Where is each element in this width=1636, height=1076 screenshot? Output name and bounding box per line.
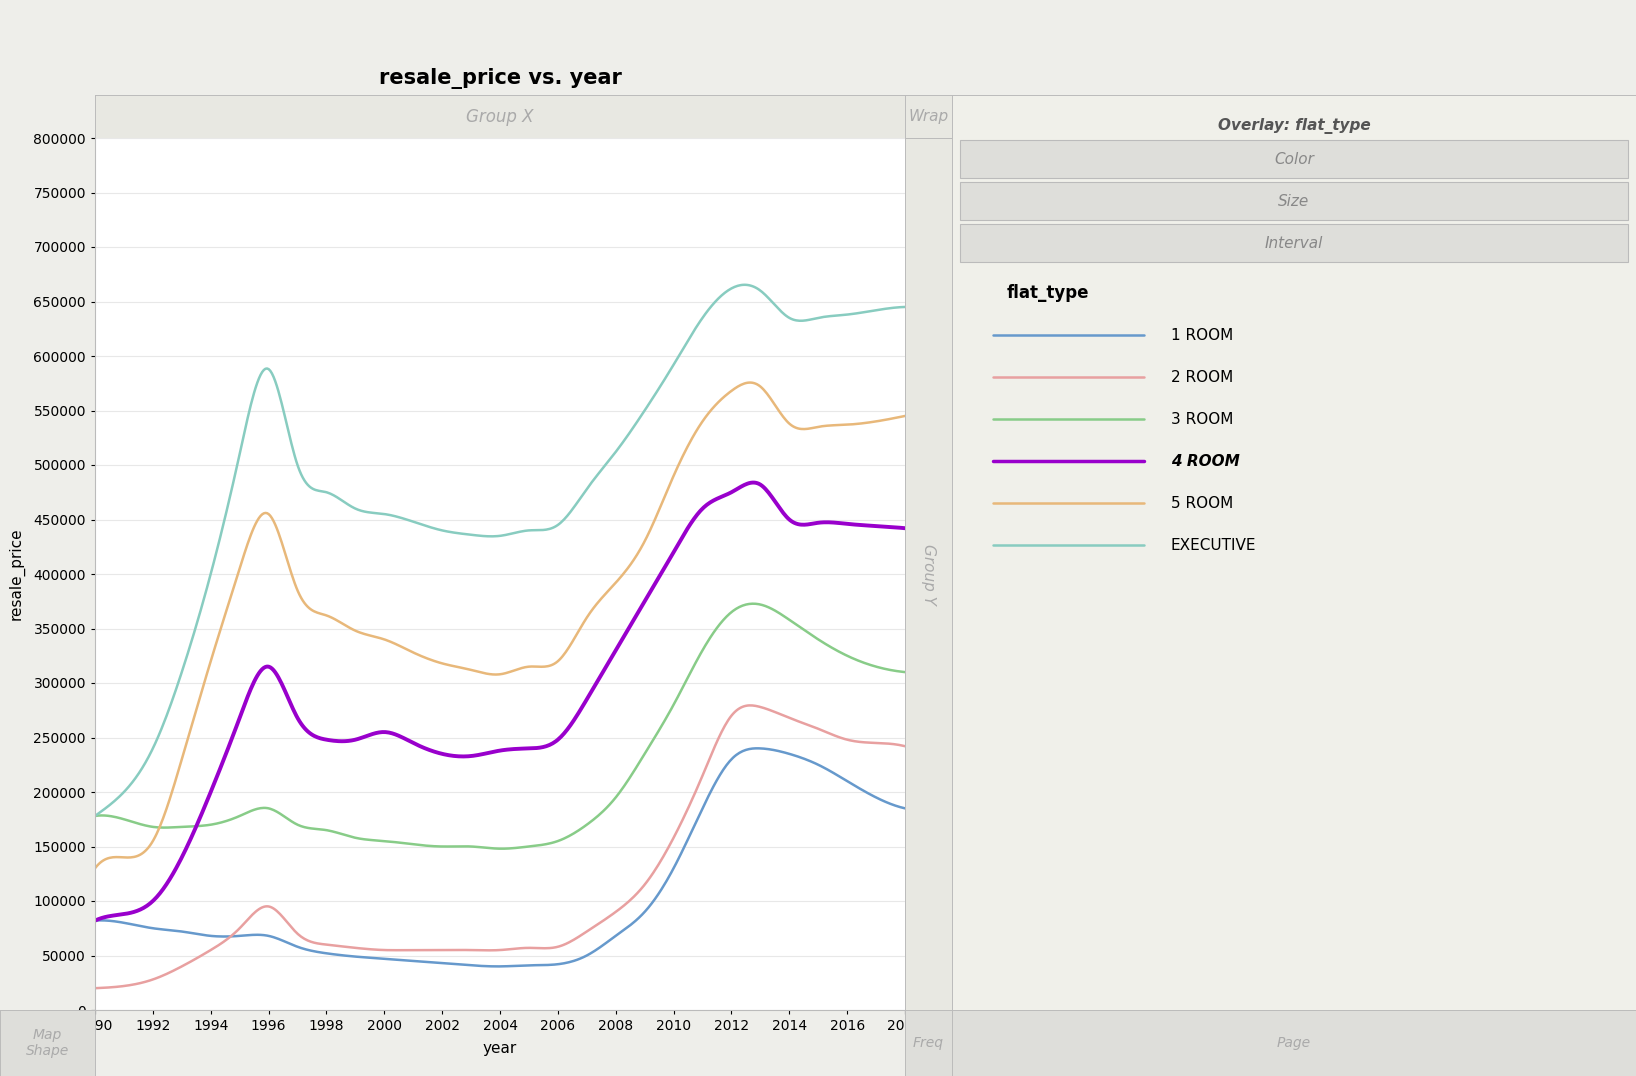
Text: flat_type: flat_type: [1006, 284, 1090, 302]
Bar: [960, 140, 1628, 178]
Text: EXECUTIVE: EXECUTIVE: [1171, 538, 1256, 552]
Bar: [960, 182, 1628, 220]
Text: Wrap: Wrap: [908, 109, 949, 124]
Text: Group X: Group X: [466, 108, 533, 126]
Text: Page: Page: [1278, 1036, 1310, 1050]
Text: 5 ROOM: 5 ROOM: [1171, 496, 1234, 510]
X-axis label: year: year: [483, 1042, 517, 1057]
Text: Map
Shape: Map Shape: [26, 1028, 69, 1058]
Text: Overlay: flat_type: Overlay: flat_type: [1217, 118, 1371, 133]
Bar: [960, 224, 1628, 261]
Text: 2 ROOM: 2 ROOM: [1171, 369, 1234, 384]
Text: Size: Size: [1278, 194, 1310, 209]
Text: Color: Color: [1274, 152, 1314, 167]
Text: 4 ROOM: 4 ROOM: [1171, 453, 1240, 468]
Text: Interval: Interval: [1265, 236, 1324, 251]
Text: 1 ROOM: 1 ROOM: [1171, 327, 1234, 342]
Text: Group Y: Group Y: [921, 543, 936, 605]
Text: 3 ROOM: 3 ROOM: [1171, 411, 1234, 426]
Text: Freq: Freq: [913, 1036, 944, 1050]
Y-axis label: resale_price: resale_price: [8, 527, 25, 620]
Text: resale_price vs. year: resale_price vs. year: [378, 68, 622, 89]
